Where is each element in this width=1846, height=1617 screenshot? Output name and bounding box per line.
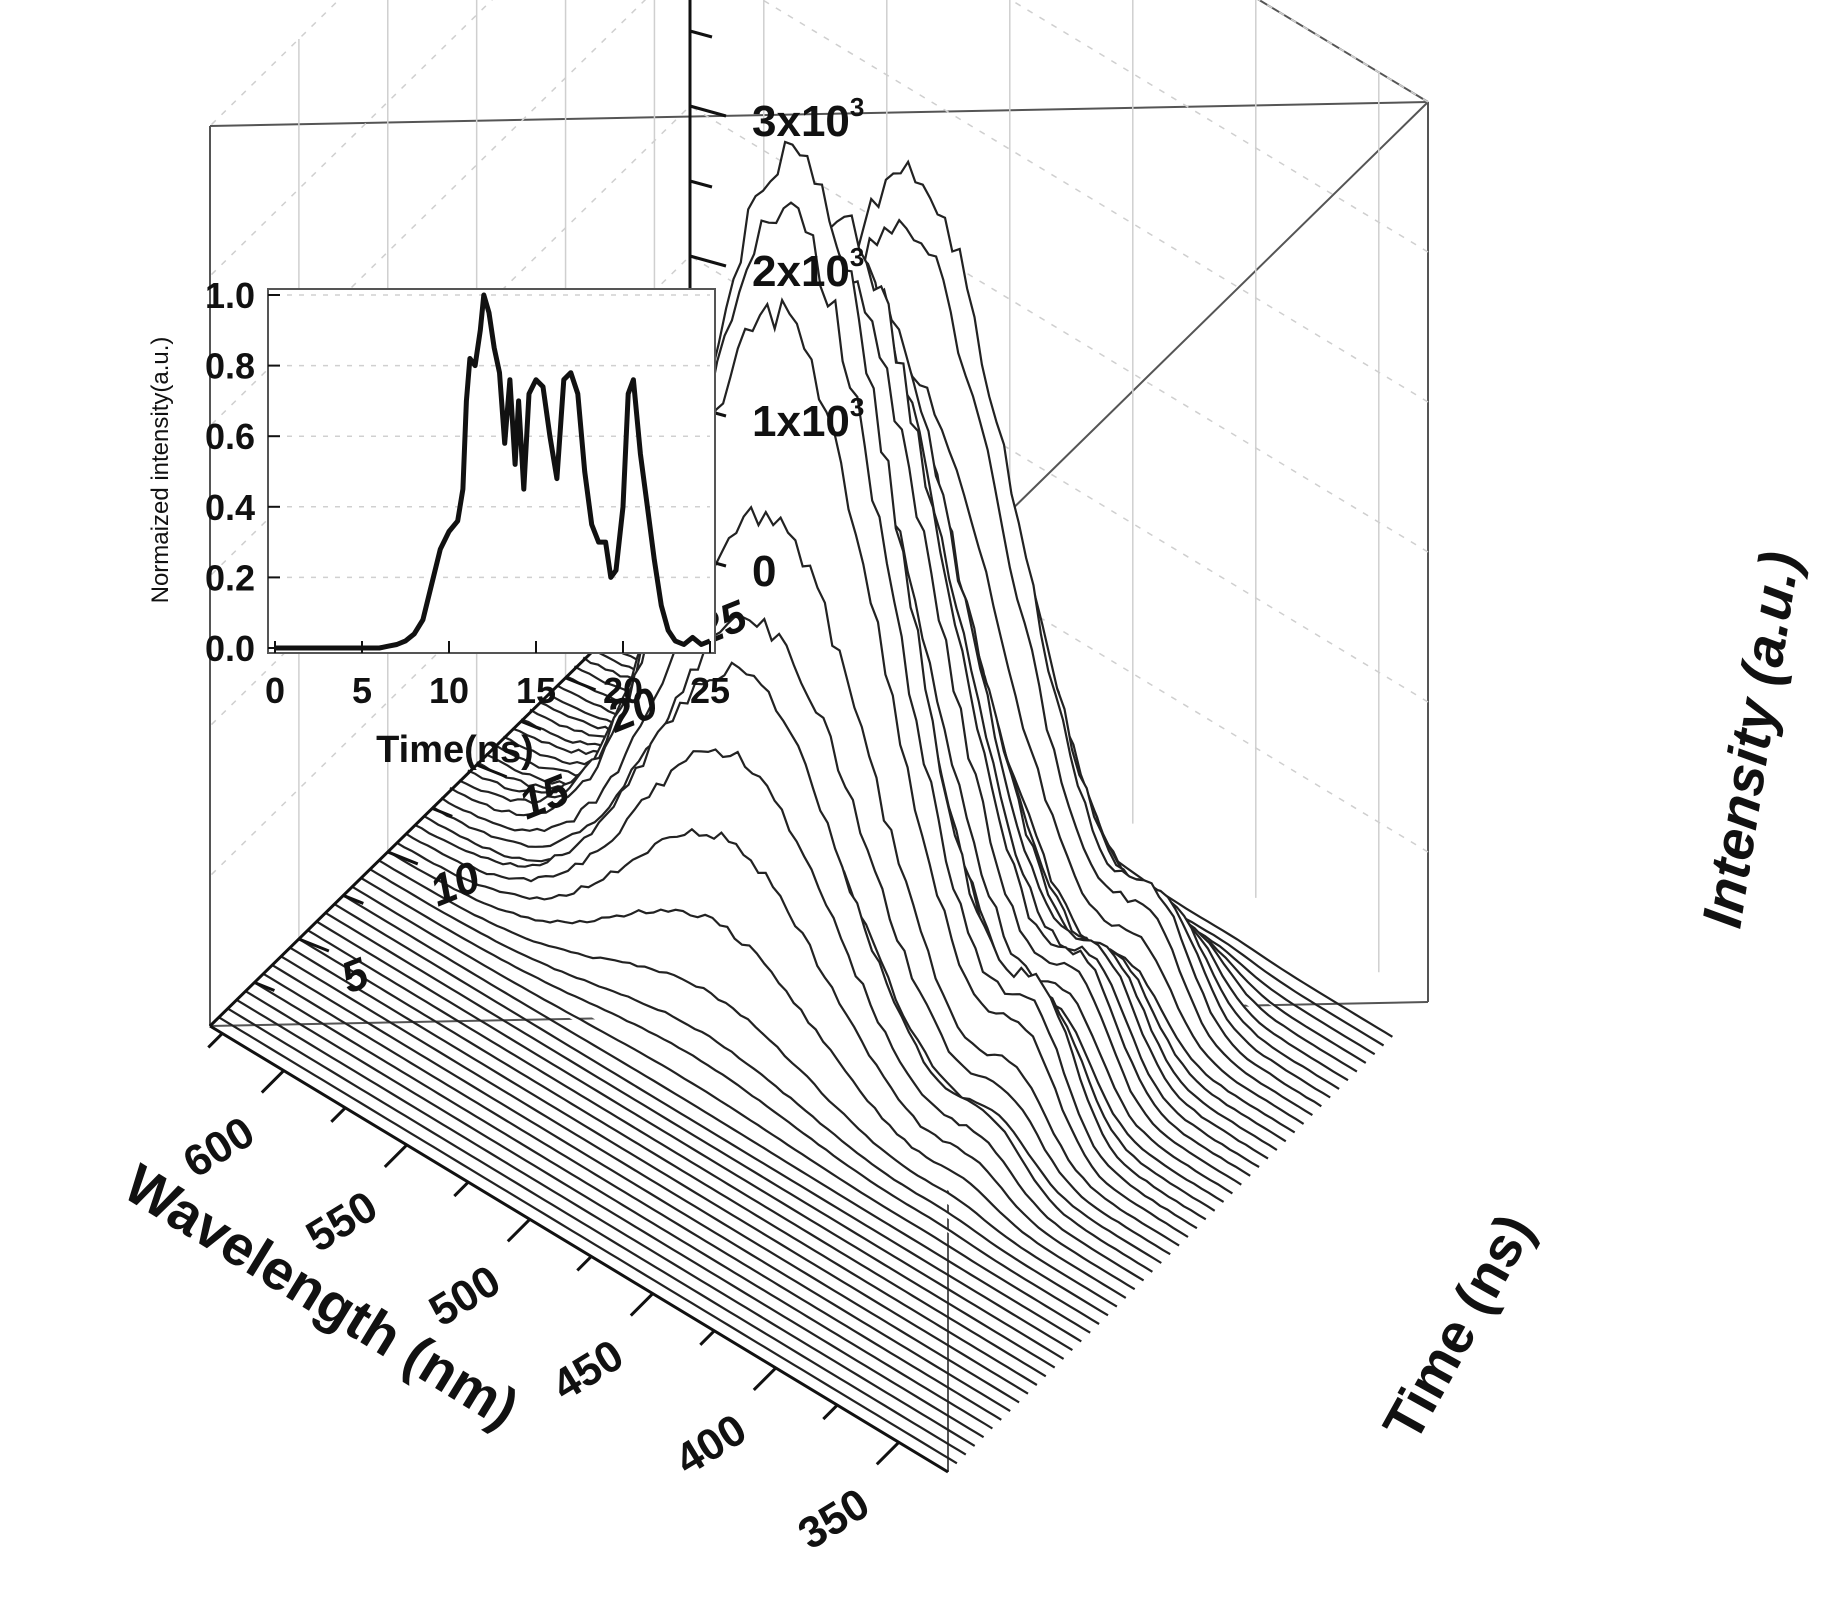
spectrum-line: [396, 827, 1136, 1291]
intensity-tick-mark: [689, 104, 727, 118]
spectrum-line: [387, 850, 1127, 1299]
intensity-tick-exponent: 3: [850, 242, 864, 272]
inset-gridlines: [275, 294, 710, 579]
wavelength-tick-mark: [506, 1218, 531, 1243]
spectrum-line: [360, 877, 1100, 1325]
spectrum-line: [298, 938, 1038, 1386]
spectra-waterfall: [218, 140, 1393, 1465]
wavelength-minor-tick: [576, 1255, 593, 1272]
spectrum-fill: [361, 878, 1100, 1324]
wavelength-tick-mark: [383, 1143, 408, 1168]
intensity-tick-label: 0: [752, 547, 776, 596]
time-minor-tick: [342, 894, 364, 905]
inset-x-axis-title: Time(ns): [376, 729, 534, 771]
time-tick-mark: [476, 763, 508, 779]
wavelength-minor-tick: [453, 1181, 470, 1198]
spectrum-line: [218, 1016, 958, 1465]
spectrum-line: [245, 990, 985, 1439]
intensity-minor-tick: [689, 29, 713, 39]
wall-edge: [947, 101, 1429, 573]
time-minor-tick: [253, 981, 276, 992]
wavelength-minor-tick: [699, 1329, 716, 1346]
intensity-ticks: 01x1032x1033x1034x1035x1036x103: [689, 29, 864, 596]
wall-edge: [209, 101, 1429, 127]
intensity-tick-exponent: 3: [850, 392, 864, 422]
spectrum-line: [280, 955, 1020, 1404]
spectrum-line: [262, 972, 1002, 1421]
intensity-tick-label: 3x103: [752, 92, 864, 146]
wavelength-tick-mark: [752, 1366, 777, 1391]
time-minor-tick: [431, 807, 453, 818]
intensity-tick-exponent: 3: [850, 92, 864, 122]
spectrum-line: [289, 946, 1029, 1395]
inset-y-tick-label: 0.2: [205, 557, 255, 598]
inset-y-tick-label: 0.6: [205, 416, 255, 457]
inset-y-tick-label: 0.0: [205, 628, 255, 669]
inset-x-tick-label: 20: [603, 670, 643, 711]
spectrum-line: [378, 859, 1118, 1308]
spectrum-line: [307, 929, 1047, 1378]
intensity-tick-label: 2x103: [752, 242, 864, 296]
spectrum-line: [342, 894, 1082, 1343]
spectrum-line: [325, 911, 1065, 1360]
spectrum-line: [351, 885, 1091, 1334]
time-tick-mark: [387, 850, 419, 866]
inset-y-axis-title: Normaized intensity(a.u.): [147, 337, 174, 604]
time-minor-tick: [520, 719, 542, 731]
intensity-tick-label: 1x103: [752, 392, 864, 446]
axis-line: [209, 1024, 949, 1474]
spectrum-line: [413, 661, 1153, 1273]
spectrum-line: [440, 505, 1180, 1247]
inset-x-tick-label: 5: [352, 670, 372, 711]
spectrum-line: [369, 868, 1109, 1317]
inset-chart: 0 5 10 15 20 25 0.0 0.2 0.4 0.6 0.8 1.0 Time(ns) N…: [147, 275, 730, 771]
inset-y-tick-label: 0.4: [205, 487, 255, 528]
time-tick-mark: [564, 676, 597, 692]
spectrum-line: [253, 981, 993, 1430]
spectrum-line: [458, 201, 1198, 1230]
wavelength-minor-tick: [822, 1404, 839, 1421]
spectrum-line: [449, 297, 1189, 1238]
inset-y-tick-label: 0.8: [205, 346, 255, 387]
wavelength-tick-mark: [875, 1441, 900, 1466]
spectrum-line: [405, 748, 1145, 1282]
time-tick-mark: [298, 937, 330, 953]
wavelength-tick-mark: [629, 1292, 654, 1317]
inset-y-tick-label: 1.0: [205, 275, 255, 316]
spectrum-fill: [352, 886, 1091, 1333]
inset-x-tick-label: 0: [265, 670, 285, 711]
spectrum-line: [271, 964, 1011, 1413]
spectrum-line: [333, 903, 1073, 1352]
inset-x-tick-label: 10: [429, 670, 469, 711]
wavelength-tick-mark: [260, 1069, 285, 1094]
spectrum-line: [316, 920, 1056, 1369]
spectrum-line: [431, 615, 1171, 1256]
spectrum-line: [227, 1007, 967, 1456]
spectrum-line: [236, 998, 976, 1447]
inset-x-tick-label: 15: [516, 670, 556, 711]
inset-series-line: [275, 292, 711, 651]
wavelength-minor-tick: [207, 1032, 224, 1049]
inset-y-ticks: 0.0 0.2 0.4 0.6 0.8 1.0: [205, 275, 280, 669]
wavelength-minor-tick: [330, 1106, 347, 1123]
inset-x-tick-label: 25: [690, 670, 730, 711]
intensity-minor-tick: [689, 179, 713, 189]
intensity-tick-mark: [689, 254, 727, 268]
